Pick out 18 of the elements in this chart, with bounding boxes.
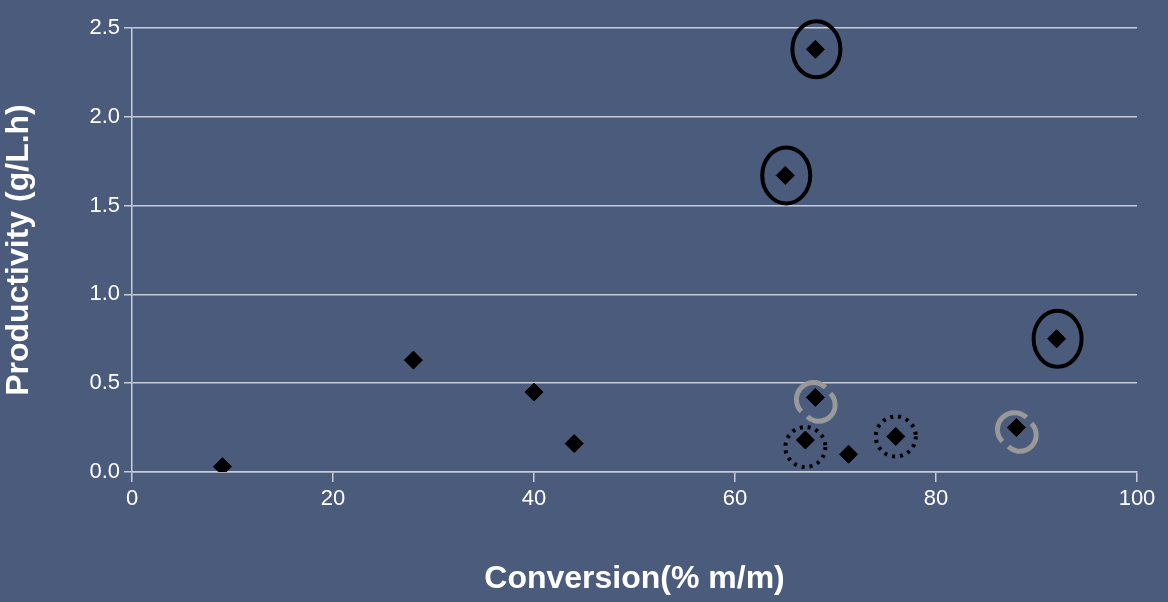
y-tick-label: 0.0 [89, 458, 120, 484]
point [564, 434, 584, 454]
x-tick-label: 60 [722, 485, 748, 511]
point [839, 444, 859, 464]
y-tick-label: 1.5 [89, 191, 120, 217]
x-tick-label: 40 [521, 485, 547, 511]
x-tick-label: 0 [125, 485, 139, 511]
y-tick-label: 1.0 [89, 280, 120, 306]
y-axis-title: Productivity (g/L.h) [0, 104, 36, 396]
y-tick-label: 0.5 [89, 369, 120, 395]
y-tick-label: 2.0 [89, 102, 120, 128]
y-tick-label: 2.5 [89, 14, 120, 40]
x-tick-label: 20 [320, 485, 346, 511]
point [524, 382, 544, 402]
x-tick-label: 80 [923, 485, 949, 511]
point [403, 350, 423, 370]
x-tick-label: 100 [1118, 485, 1156, 511]
x-axis-title: Conversion(% m/m) [484, 558, 785, 595]
